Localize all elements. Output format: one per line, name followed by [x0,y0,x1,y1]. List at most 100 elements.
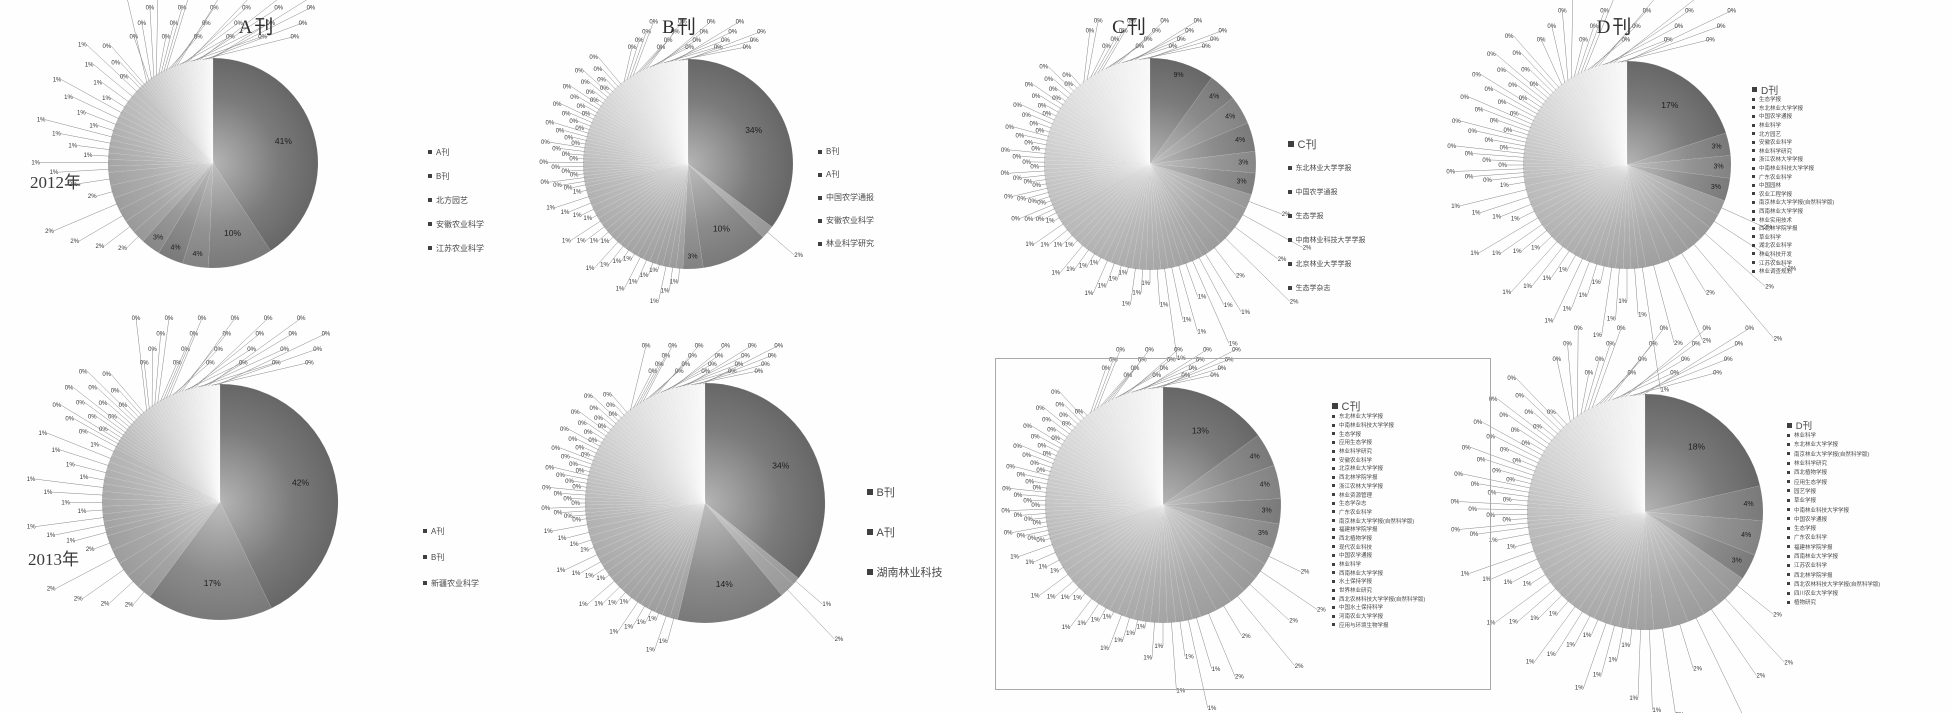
leader-line [1069,586,1080,597]
leader-line [1055,580,1074,597]
legend-item: 河南农业大学学报 [1332,612,1425,621]
leader-line [583,70,611,95]
slice-label-callout: 1% [1583,633,1592,639]
slice-label-callout: 0% [1189,366,1198,372]
pie-chart-d2013: 18% 4% 4% 3% 2% 2% 2% 2% 2% 2% 1% 1% 1% 1% 1% 1% 1% 1% 1% 1… [1451,326,1794,713]
leader-line [87,431,117,448]
slice-label-callout: 0% [119,403,128,409]
slice-label-callout: 0% [565,479,574,485]
leader-line [1045,469,1051,472]
leader-line [1104,367,1136,404]
slice-label-callout: 1% [1492,215,1501,221]
slice-label-callout: 0% [1024,140,1033,146]
slice-label-callout: 2% [1282,212,1291,218]
pie-shine-overlay [102,384,338,620]
leader-line [593,567,606,576]
leader-line [77,145,110,150]
slice-label-callout: 0% [1052,96,1061,102]
leader-line [1550,250,1570,279]
legend-label: 草业学报 [1794,498,1817,505]
leader-line [584,127,590,131]
slice-label-callout: 0% [231,316,240,322]
slice-label-callout: 0% [1036,128,1045,134]
slice-label-callout: 0% [1489,397,1498,403]
leader-line [1090,367,1107,414]
leader-line [1521,52,1557,91]
leader-line [1092,259,1108,294]
leader-line [111,45,145,85]
legend-marker-icon [1787,489,1790,493]
pie-root: 41% 10% 4% 4% 3% 2% 2% 2% 2% 2% 2% 1% 1% 1% 1% 1% 1% 1% 1%… [27,0,1797,713]
leader-line [87,371,137,421]
slice-label-inside: 3% [1238,159,1248,166]
leader-line [559,166,585,168]
legend-item: 中国水土保持科学 [1332,603,1425,612]
leader-line [1478,527,1530,535]
slice-label-callout: 0% [1685,9,1694,15]
leader-line [1557,600,1569,614]
leader-line [1034,481,1048,485]
legend-marker-icon [1787,433,1790,437]
legend-label: 东北林业大学学报 [1339,414,1384,421]
leader-line [658,265,667,301]
slice-label-callout: 0% [266,21,275,27]
leader-line [581,189,588,192]
legend-label: 植物研究 [1794,600,1817,607]
slice-label-callout: 1% [1039,564,1048,570]
slice-label-callout: 0% [774,343,783,349]
leader-line [646,21,683,69]
slice-label-callout: 1% [1025,560,1034,566]
legend-item: 江苏农业科学 [1752,258,1834,267]
slice-label-callout: 0% [108,415,117,421]
legend-label: 林业科学研究 [1339,449,1373,456]
leader-line [205,22,303,60]
slice-label-callout: 0% [1051,436,1060,442]
leader-line [1145,620,1147,627]
slice-label-callout: 2% [1703,338,1712,344]
leader-line [149,7,155,78]
slice-label-callout: 0% [1023,498,1032,504]
slice-label-callout: 0% [1033,521,1042,527]
slice-label-callout: 2% [101,601,110,607]
leader-line [587,580,615,605]
legend-item: 西北林学院学报 [1787,570,1880,579]
leader-line [1248,200,1282,215]
legend-label: 林业科学 [1759,123,1782,130]
leader-line [1476,508,1529,511]
leader-line [1540,39,1563,86]
legend-marker-icon [1332,458,1335,462]
legend-label: 应用与环境生物学报 [1339,622,1389,629]
leader-line [1039,436,1061,449]
legend-label: B刊 [876,487,895,499]
legend-item: 生态学杂志 [1332,499,1425,508]
slice-label-callout: 0% [576,468,585,474]
legend-label: 西北农林科技大学学报(自然科学版) [1339,596,1426,603]
leader-line [617,413,622,419]
slice-label-callout: 0% [736,19,745,25]
leader-line [1249,583,1290,621]
slice-label-callout: 0% [541,180,550,186]
slice-label-callout: 1% [629,280,638,286]
legend-item: 江苏农业科学 [428,236,484,260]
legend-item: A刊 [423,518,479,544]
leader-line [127,405,140,418]
leader-line [1094,38,1116,76]
slice-label-callout: 0% [571,501,580,507]
leader-line [604,574,611,579]
slice-label-callout: 1% [1085,291,1094,297]
slice-label-callout: 0% [1497,68,1506,74]
leader-line [143,362,150,409]
leader-line [1649,628,1653,710]
slice-label-callout: 0% [743,45,752,51]
leader-line [1529,69,1554,93]
slice-label-callout: 0% [1499,413,1508,419]
slice-label-callout: 1% [1119,271,1128,277]
leader-line [1224,237,1290,302]
slice-label-callout: 0% [222,332,231,338]
legend-marker-icon [1787,470,1790,474]
slice-label-callout: 0% [1001,148,1010,154]
slice-label-callout: 0% [546,121,555,127]
leader-line [93,64,133,97]
slice-label-callout: 0% [1174,347,1183,353]
legend-marker-icon [1787,452,1790,456]
